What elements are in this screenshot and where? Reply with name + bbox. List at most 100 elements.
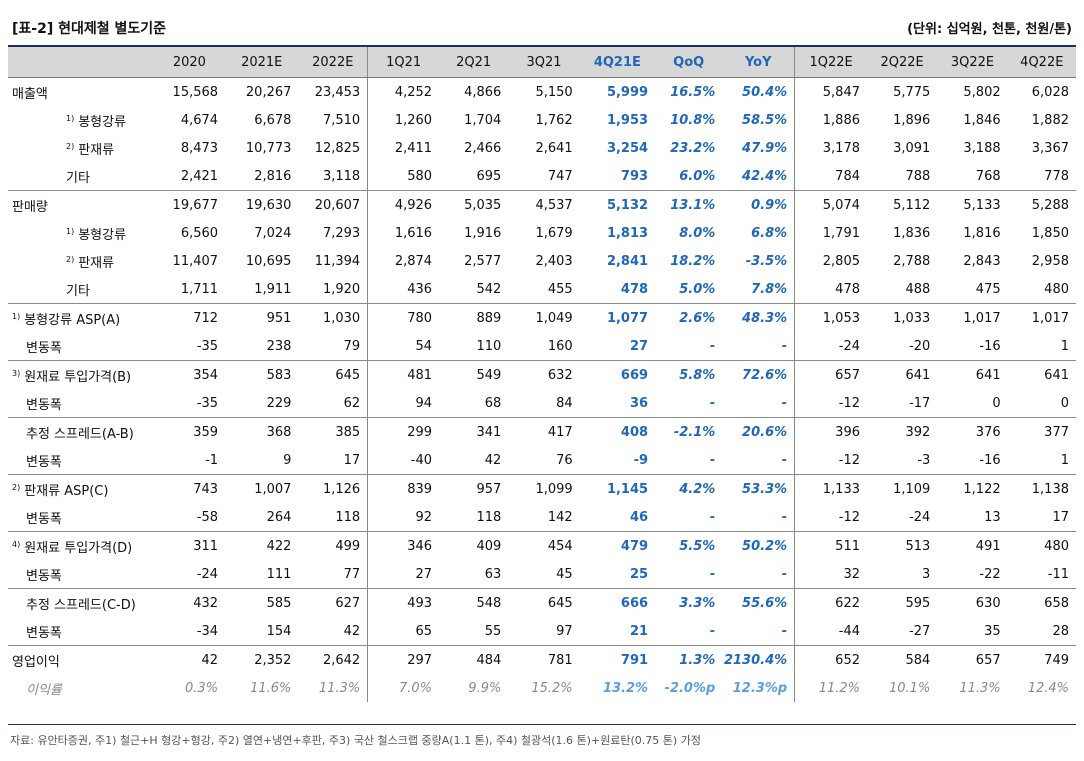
table-cell: -2.0%p <box>664 680 716 696</box>
table-cell: 84 <box>556 395 573 411</box>
table-cell: 68 <box>484 395 502 411</box>
table-row: 4) 원재료 투입가격(D) 311 422 499 346 409 454 479 5.5% 50… <box>8 531 1076 560</box>
table-cell: -3.5% <box>745 253 788 269</box>
table-title: [표-2] 현대제철 별도기준 <box>12 21 167 37</box>
table-cell: 154 <box>266 623 292 639</box>
row-label: 1) 봉형강류 <box>8 219 154 247</box>
table-cell: 354 <box>153 360 226 389</box>
table-cell: 1,053 <box>794 303 867 332</box>
table-cell: 793 <box>620 168 649 184</box>
column-header: 1Q21 <box>367 47 440 78</box>
table-cell: 2,577 <box>464 253 502 269</box>
table-cell: 359 <box>153 417 226 446</box>
table-cell: 55 <box>484 623 502 639</box>
table-cell: 10.8% <box>670 112 716 128</box>
table-cell: - <box>709 509 716 525</box>
table-row: 3) 원재료 투입가격(B) 354 583 645 481 549 632 669 5.8% 72… <box>8 360 1076 389</box>
row-label-text: 변동폭 <box>26 625 62 641</box>
table-cell: 5,132 <box>579 190 656 219</box>
table-cell: 839 <box>367 474 440 503</box>
table-row: 2) 판재류 11,407 10,695 11,394 2,874 2,577 2,403 2,… <box>8 247 1076 275</box>
table-cell: -9 <box>633 452 649 468</box>
table-cell: - <box>709 623 716 639</box>
table-cell: 749 <box>1007 645 1076 674</box>
table-cell: 62 <box>343 395 361 411</box>
table-cell: 229 <box>266 395 292 411</box>
row-label: 추정 스프레드(A-B) <box>8 417 154 446</box>
footnote-marker: 2) <box>12 482 21 492</box>
table-cell: 5,133 <box>937 190 1008 219</box>
table-row: 추정 스프레드(C-D) 432 585 627 493 548 645 666 3.3% 55.… <box>8 588 1076 617</box>
footnote-marker: 2) <box>66 141 75 151</box>
table-cell: 480 <box>1044 281 1069 297</box>
table-cell: 432 <box>153 588 226 617</box>
table-cell: 94 <box>367 389 440 418</box>
table-cell: 409 <box>439 531 509 560</box>
table-cell: 1,916 <box>464 225 502 241</box>
table-row: 2) 판재류 ASP(C) 743 1,007 1,126 839 957 1,099 1,14… <box>8 474 1076 503</box>
table-cell: 79 <box>343 338 361 354</box>
table-cell: 1,762 <box>535 112 573 128</box>
table-cell: 1,122 <box>937 474 1008 503</box>
table-cell: 9.9% <box>468 680 502 696</box>
table-cell: 32 <box>794 560 867 589</box>
table-cell: 2.6% <box>655 303 723 332</box>
table-row: 변동폭 -58 264 118 92 118 142 46- - -12 -24 13 17 <box>8 503 1076 532</box>
table-cell: 238 <box>266 338 292 354</box>
table-cell: 4,674 <box>180 112 219 128</box>
table-cell: 491 <box>937 531 1008 560</box>
table-row: 1) 봉형강류 4,674 6,678 7,510 1,260 1,704 1,762 1,95… <box>8 106 1076 134</box>
table-cell: 1,882 <box>1031 112 1069 128</box>
table-cell: 7.0% <box>367 674 440 702</box>
table-row: 1) 봉형강류 ASP(A) 712 951 1,030 780 889 1,049 1,077… <box>8 303 1076 332</box>
table-cell: 5,775 <box>867 77 938 106</box>
table-cell: - <box>781 509 788 525</box>
table-cell: 7,024 <box>254 225 292 241</box>
table-cell: 658 <box>1007 588 1076 617</box>
table-cell: 669 <box>579 360 656 389</box>
table-cell: 8.0% <box>679 225 716 241</box>
table-cell: 1,030 <box>298 303 368 332</box>
table-cell: 54 <box>367 332 440 361</box>
footnote-marker: 2) <box>66 254 75 264</box>
table-cell: 1.3% <box>655 645 723 674</box>
footnote-marker: 1) <box>66 113 75 123</box>
table-cell: 493 <box>367 588 440 617</box>
unit-label: (단위: 십억원, 천톤, 천원/톤) <box>907 22 1072 37</box>
table-cell: 645 <box>508 588 580 617</box>
table-cell: 0 <box>1060 395 1069 411</box>
table-cell: 481 <box>367 360 440 389</box>
table-cell: 641 <box>1007 360 1076 389</box>
table-cell: 5,288 <box>1007 190 1076 219</box>
table-cell: - <box>709 452 716 468</box>
table-cell: 299 <box>367 417 440 446</box>
table-cell: 118 <box>476 509 502 525</box>
table-cell: 58.5% <box>742 112 788 128</box>
table-cell: 1,099 <box>508 474 580 503</box>
table-cell: 3,254 <box>606 140 649 156</box>
table-cell: 118 <box>335 509 361 525</box>
table-cell: 2,641 <box>535 140 573 156</box>
table-cell: 1,850 <box>1031 225 1069 241</box>
table-cell: 18.2% <box>670 253 716 269</box>
table-cell: 13.1% <box>655 190 723 219</box>
table-cell: 1,017 <box>1007 303 1076 332</box>
table-cell: 743 <box>153 474 226 503</box>
table-cell: 1,017 <box>937 303 1008 332</box>
table-cell: 2,841 <box>606 253 649 269</box>
table-row: 이익률 0.3% 11.6% 11.3% 7.0% 9.9% 15.2% 13.2% -2.0%… <box>8 674 1076 702</box>
table-cell: -12 <box>794 503 867 532</box>
header-row: 2020 2021E 2022E 1Q21 2Q21 3Q21 4Q21E QoQ YoY 1Q2… <box>8 47 1076 78</box>
table-cell: -17 <box>909 395 931 411</box>
table-cell: - <box>709 338 716 354</box>
table-cell: 422 <box>225 531 299 560</box>
table-cell: 3,178 <box>794 134 867 162</box>
table-cell: -1 <box>205 452 219 468</box>
table-cell: 12.3%p <box>732 680 788 696</box>
table-row: 기타 2,421 2,816 3,118 580 695 747 793 6.0% 42.4% 78… <box>8 162 1076 191</box>
table-cell: 6,560 <box>180 225 219 241</box>
table-cell: 392 <box>867 417 938 446</box>
table-cell: 1,679 <box>535 225 573 241</box>
table-cell: 5,035 <box>439 190 509 219</box>
table-cell: -35 <box>196 395 219 411</box>
